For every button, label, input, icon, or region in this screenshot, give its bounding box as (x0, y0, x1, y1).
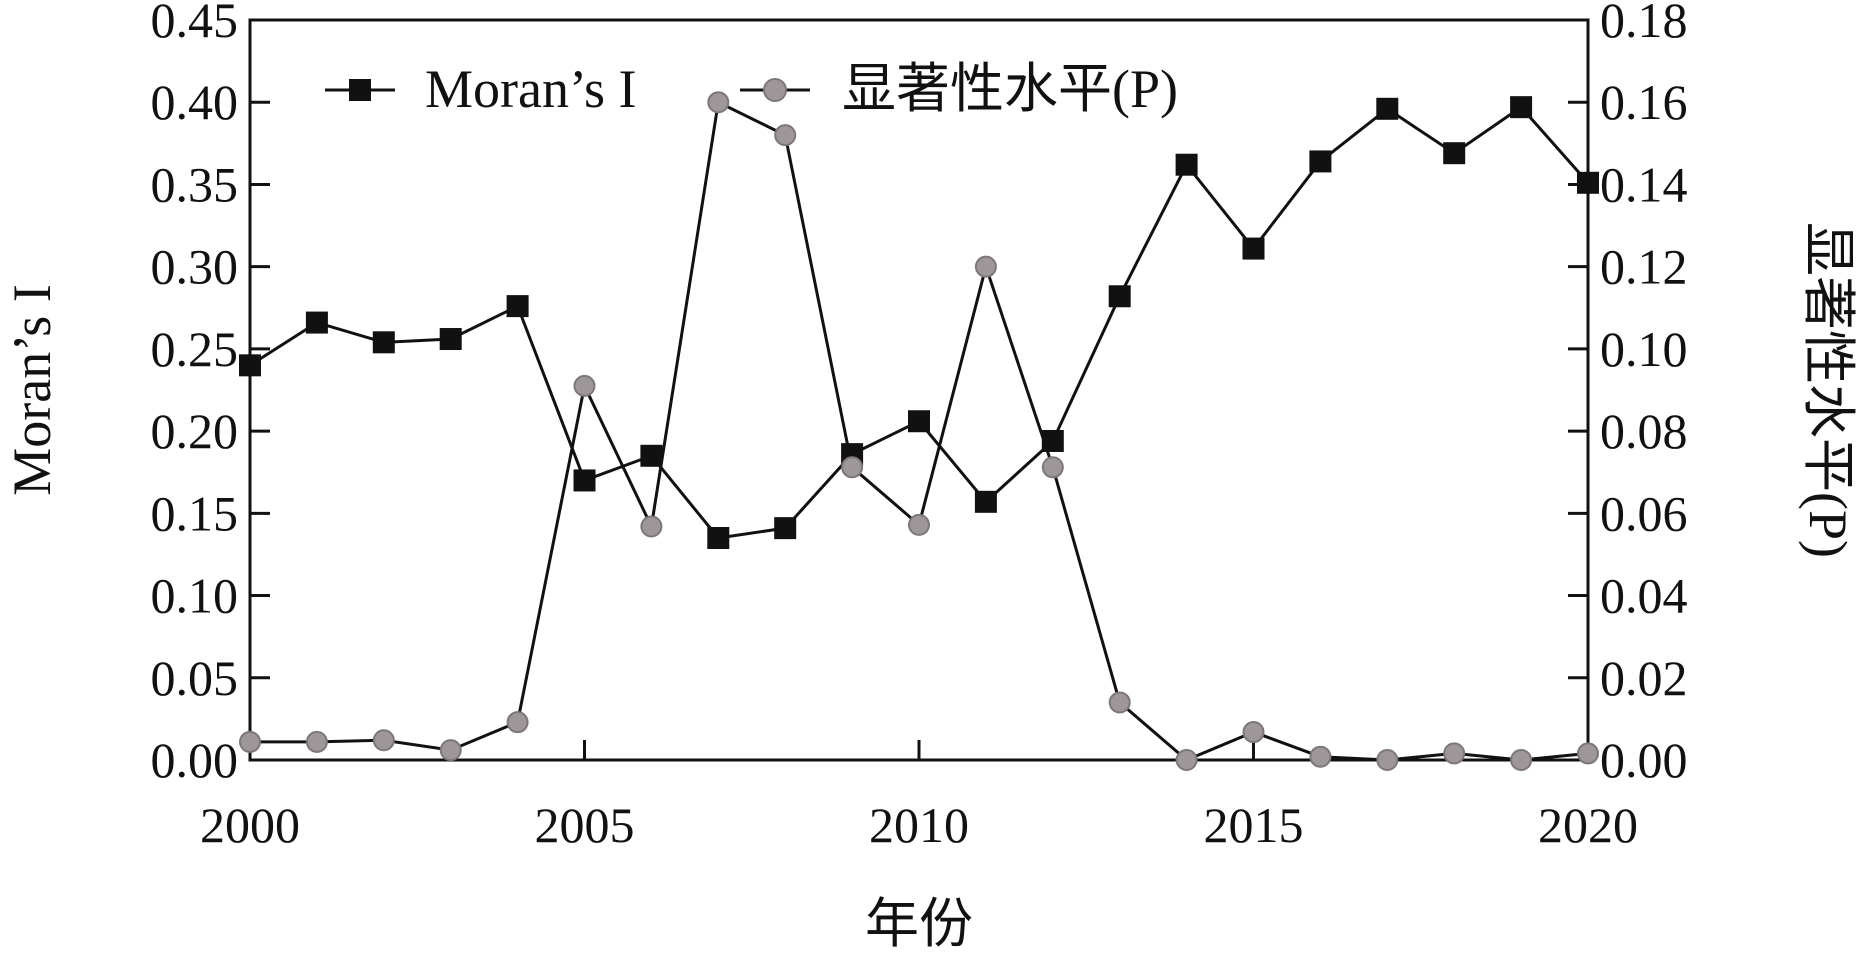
p-value-point (1041, 456, 1064, 479)
y-right-tick-label: 0.04 (1600, 568, 1688, 624)
y-left-tick-label: 0.15 (151, 485, 239, 541)
y-left-tick-label: 0.10 (151, 568, 239, 624)
y-left-axis-title: Moran’s I (2, 284, 62, 495)
y-right-axis: 0.00 0.02 0.04 0.06 0.08 0.10 0.12 0.14 0.16 0.18 (1568, 0, 1688, 788)
p-value-point (841, 456, 864, 479)
p-value-point (372, 729, 395, 752)
moran-point (974, 490, 997, 513)
p-value-point (1510, 749, 1533, 771)
series-line-moran (249, 105, 1590, 540)
y-right-axis-title: 显著性水平(P) (1798, 222, 1858, 558)
p-value-point (305, 730, 328, 753)
moran-point (439, 328, 462, 351)
y-left-tick-label: 0.00 (151, 732, 239, 788)
p-value-point (1175, 749, 1198, 771)
moran-point (239, 354, 261, 377)
x-axis: 2000 2005 2010 2015 2020 (200, 740, 1638, 853)
p-value-point (573, 374, 596, 397)
x-tick-label: 2010 (869, 797, 969, 853)
moran-point (1510, 96, 1533, 119)
y-left-tick-label: 0.05 (151, 650, 239, 706)
p-value-point (974, 255, 997, 278)
plot-frame (248, 18, 1590, 762)
moran-point (1443, 142, 1466, 165)
p-value-point (1443, 742, 1466, 765)
moran-point (1577, 171, 1599, 194)
moran-point (640, 444, 663, 467)
moran-point (1242, 237, 1265, 260)
y-right-tick-label: 0.00 (1600, 732, 1688, 788)
p-value-point (1376, 749, 1399, 771)
p-value-point (1309, 745, 1332, 768)
y-right-tick-label: 0.14 (1600, 156, 1688, 212)
p-value-point (1577, 742, 1599, 765)
moran-point (372, 331, 395, 354)
moran-point (1376, 97, 1399, 120)
legend-label-p: 显著性水平(P) (842, 59, 1178, 119)
x-axis-title: 年份 (865, 894, 973, 954)
series-layer (239, 91, 1599, 771)
y-left-tick-label: 0.35 (151, 156, 239, 212)
y-right-tick-label: 0.12 (1600, 239, 1688, 295)
x-tick-label: 2000 (200, 797, 300, 853)
moran-point (707, 527, 730, 549)
moran-point (305, 311, 328, 334)
y-right-tick-label: 0.06 (1600, 485, 1688, 541)
p-value-point (1242, 721, 1265, 744)
x-tick-label: 2015 (1204, 797, 1304, 853)
moran-point (1108, 285, 1131, 308)
p-value-point (774, 124, 797, 147)
x-tick-label: 2020 (1538, 797, 1638, 853)
y-left-tick-label: 0.25 (151, 321, 239, 377)
y-left-tick-label: 0.30 (151, 239, 239, 295)
y-right-tick-label: 0.08 (1600, 403, 1688, 459)
x-tick-label: 2005 (535, 797, 635, 853)
p-value-point (239, 730, 261, 753)
y-left-tick-label: 0.45 (151, 0, 239, 48)
p-value-point (908, 513, 930, 536)
legend-label-moran: Moran’s I (425, 59, 636, 119)
moran-point (506, 295, 529, 318)
y-right-tick-label: 0.02 (1600, 650, 1688, 706)
p-value-point (640, 515, 663, 538)
y-left-tick-label: 0.20 (151, 403, 239, 459)
y-right-tick-label: 0.16 (1600, 74, 1688, 130)
y-left-axis: 0.00 0.05 0.10 0.15 0.20 0.25 0.30 0.35 0.40 0.45 (151, 0, 270, 788)
p-value-point (439, 739, 462, 762)
legend: Moran’s I 显著性水平(P) (325, 59, 1178, 119)
moran-point (774, 517, 797, 540)
moran-point (1309, 150, 1332, 173)
moran-point (573, 469, 596, 492)
y-right-tick-label: 0.10 (1600, 321, 1688, 377)
legend-marker-p (763, 78, 787, 102)
p-value-point (1108, 691, 1131, 714)
legend-marker-moran (349, 79, 371, 101)
p-value-point (506, 711, 529, 734)
y-right-tick-label: 0.18 (1600, 0, 1688, 48)
moran-point (1175, 153, 1198, 176)
moran-point (908, 410, 930, 433)
y-left-tick-label: 0.40 (151, 74, 239, 130)
p-value-point (707, 91, 730, 114)
